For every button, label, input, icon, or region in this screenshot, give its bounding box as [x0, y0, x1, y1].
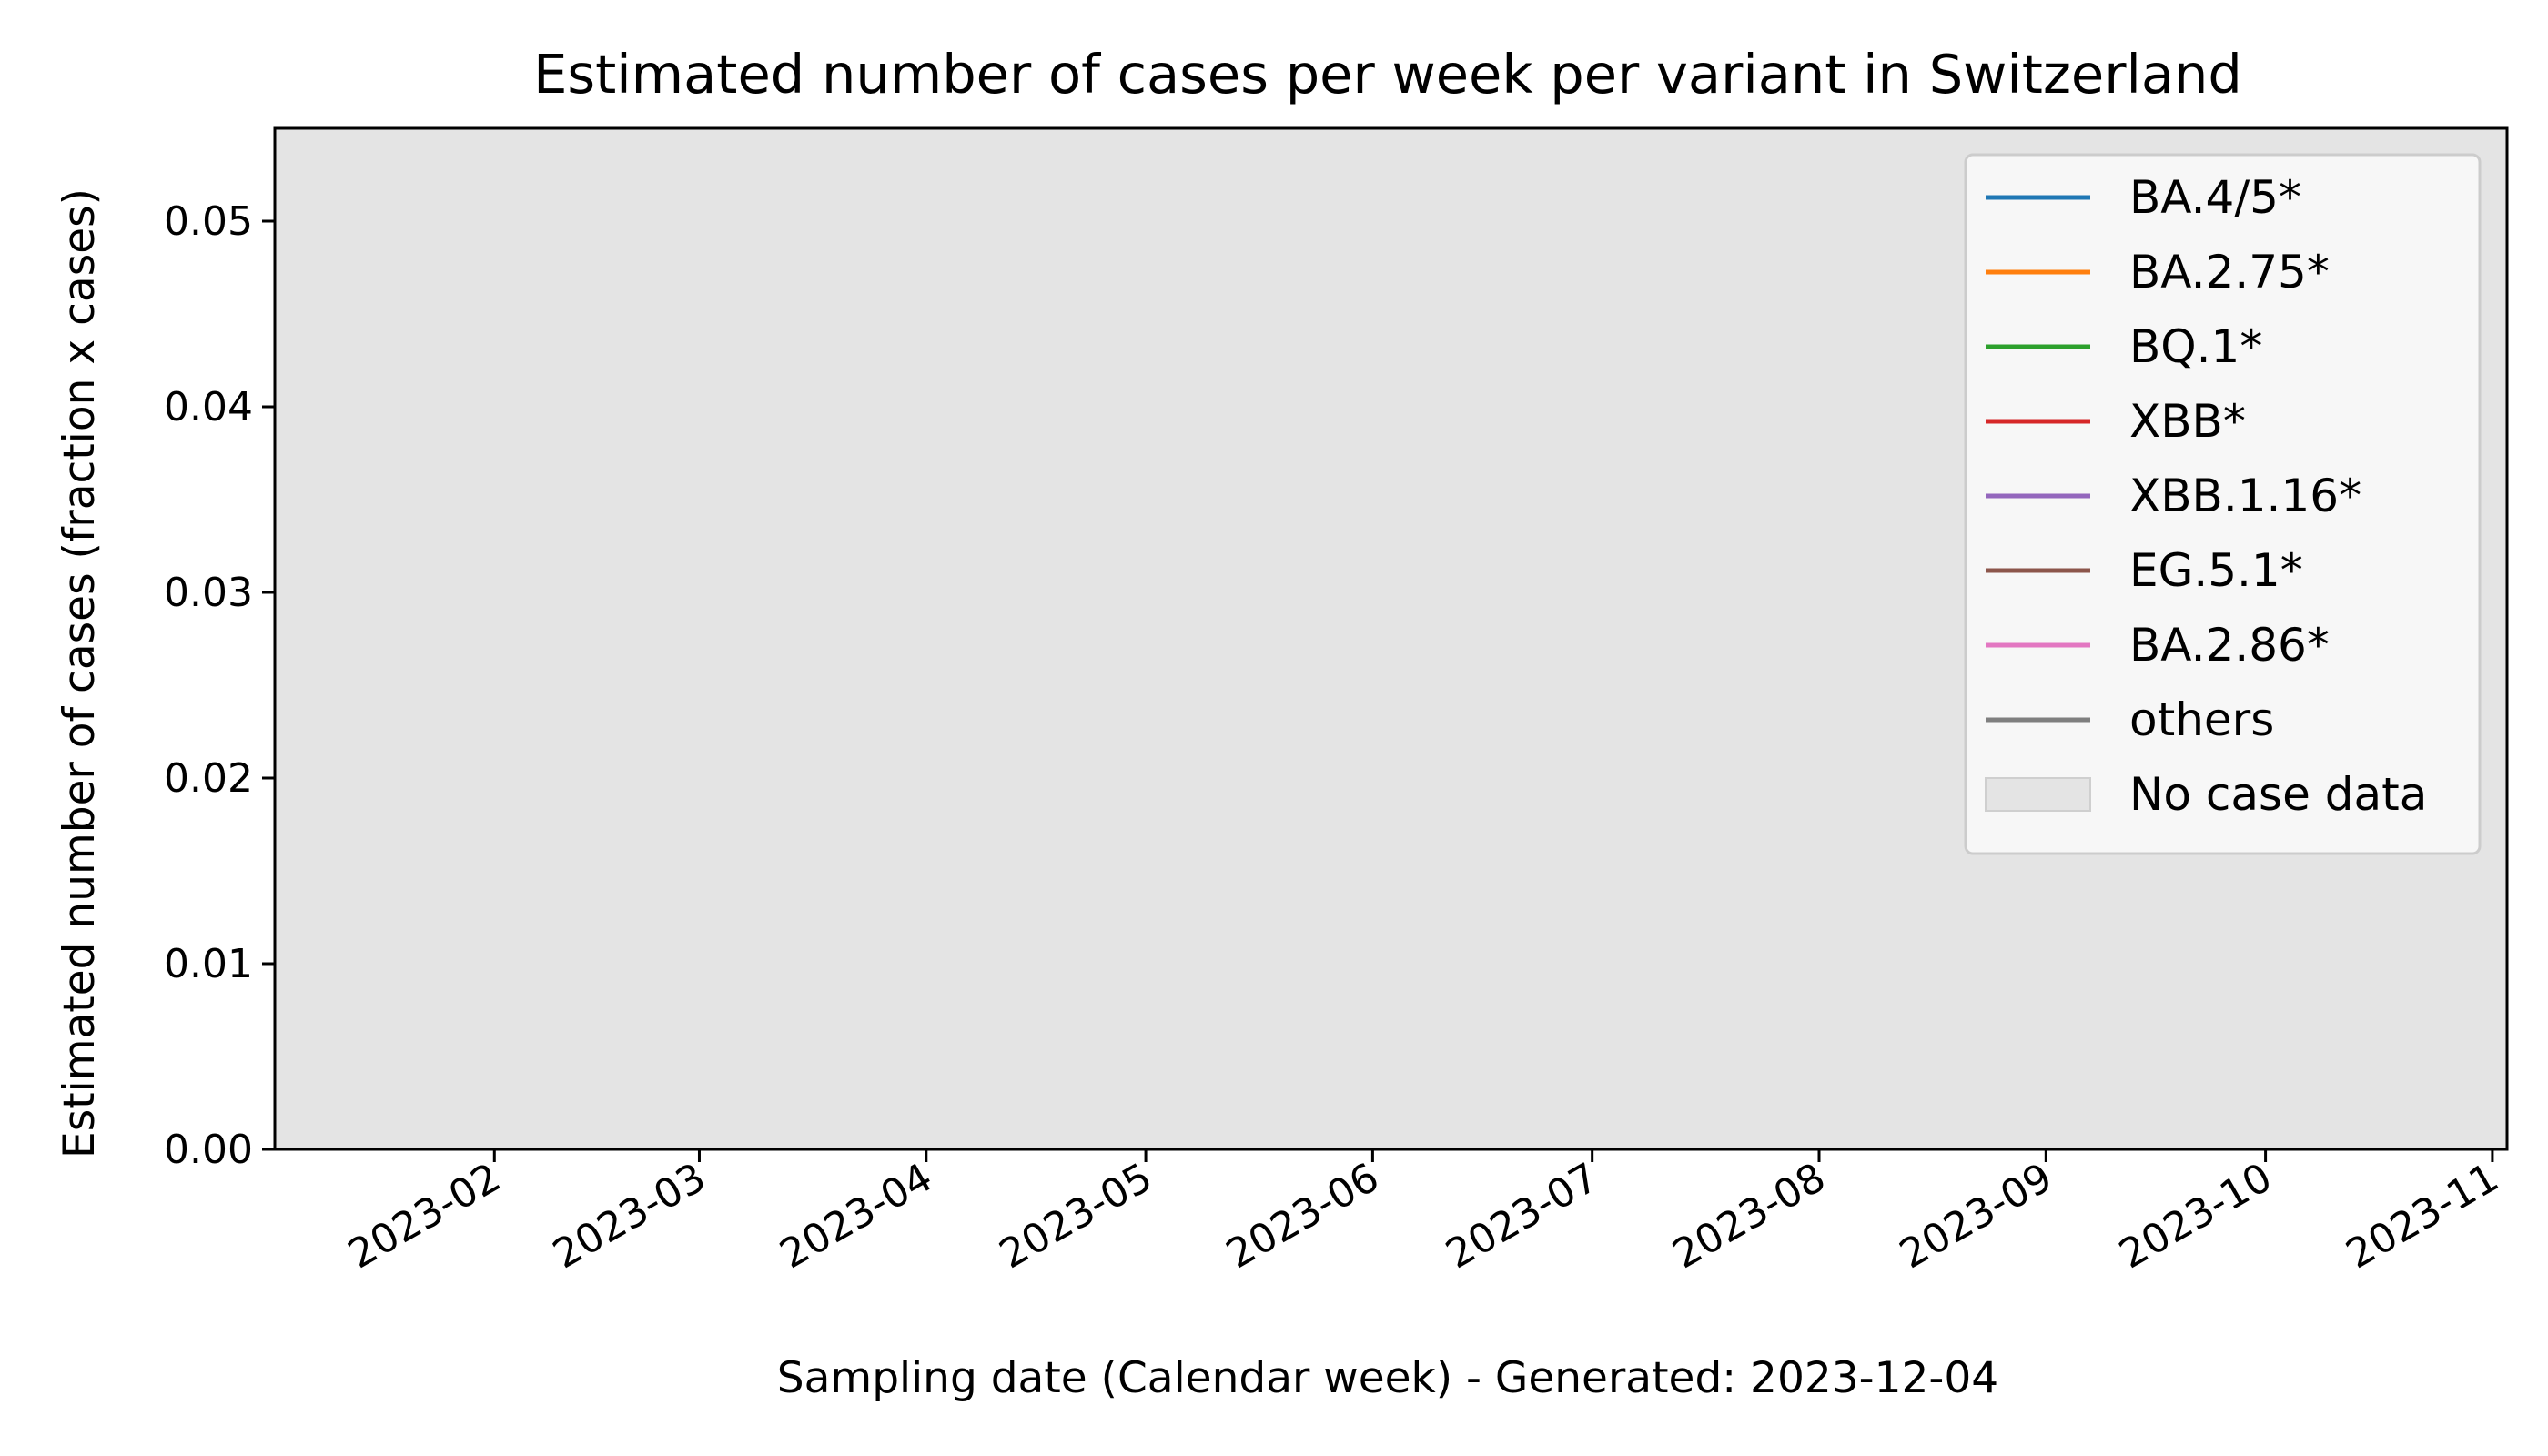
legend-label: EG.5.1*: [2129, 544, 2303, 597]
legend-label: XBB.1.16*: [2129, 470, 2361, 522]
y-tick-label: 0.00: [164, 1127, 253, 1173]
plot-frame: [273, 126, 2509, 1151]
y-tick-label: 0.05: [164, 198, 253, 245]
x-tick-label: 2023-11: [2339, 1154, 2507, 1278]
x-axis-title: Sampling date (Calendar week) - Generate…: [777, 1353, 1998, 1403]
y-tick-label: 0.01: [164, 941, 253, 987]
x-tick-label: 2023-05: [992, 1154, 1160, 1278]
legend: BA.4/5* BA.2.75* BQ.1* XBB* XBB.1.16* EG.5.1*…: [1964, 153, 2482, 855]
y-tick-label: 0.02: [164, 755, 253, 802]
legend-label: BQ.1*: [2129, 320, 2262, 373]
legend-swatch: [1985, 777, 2091, 812]
legend-label: BA.4/5*: [2129, 171, 2301, 224]
x-tick-label: 2023-02: [340, 1154, 509, 1278]
legend-label: XBB*: [2129, 395, 2246, 448]
y-tick-label: 0.03: [164, 570, 253, 616]
x-tick-label: 2023-10: [2111, 1154, 2280, 1278]
legend-label: others: [2129, 693, 2274, 746]
x-tick-label: 2023-03: [545, 1154, 713, 1278]
x-tick-label: 2023-04: [773, 1154, 941, 1278]
x-tick-label: 2023-09: [1892, 1154, 2060, 1278]
legend-box: [1964, 153, 2482, 855]
y-axis-title: Estimated number of cases (fraction x ca…: [55, 188, 105, 1158]
x-tick-label: 2023-07: [1438, 1154, 1606, 1278]
legend-label: BA.2.86*: [2129, 619, 2330, 672]
legend-label: No case data: [2129, 768, 2427, 821]
x-axis: 2023-02 2023-03 2023-04 2023-05 2023-06 2023-…: [340, 1149, 2506, 1278]
y-tick-label: 0.04: [164, 384, 253, 430]
chart-title: Estimated number of cases per week per v…: [533, 43, 2242, 106]
y-axis: 0.00 0.01 0.02 0.03 0.04 0.05: [164, 198, 275, 1173]
legend-label: BA.2.75*: [2129, 246, 2330, 298]
x-tick-label: 2023-06: [1218, 1154, 1387, 1278]
x-tick-label: 2023-08: [1665, 1154, 1834, 1278]
